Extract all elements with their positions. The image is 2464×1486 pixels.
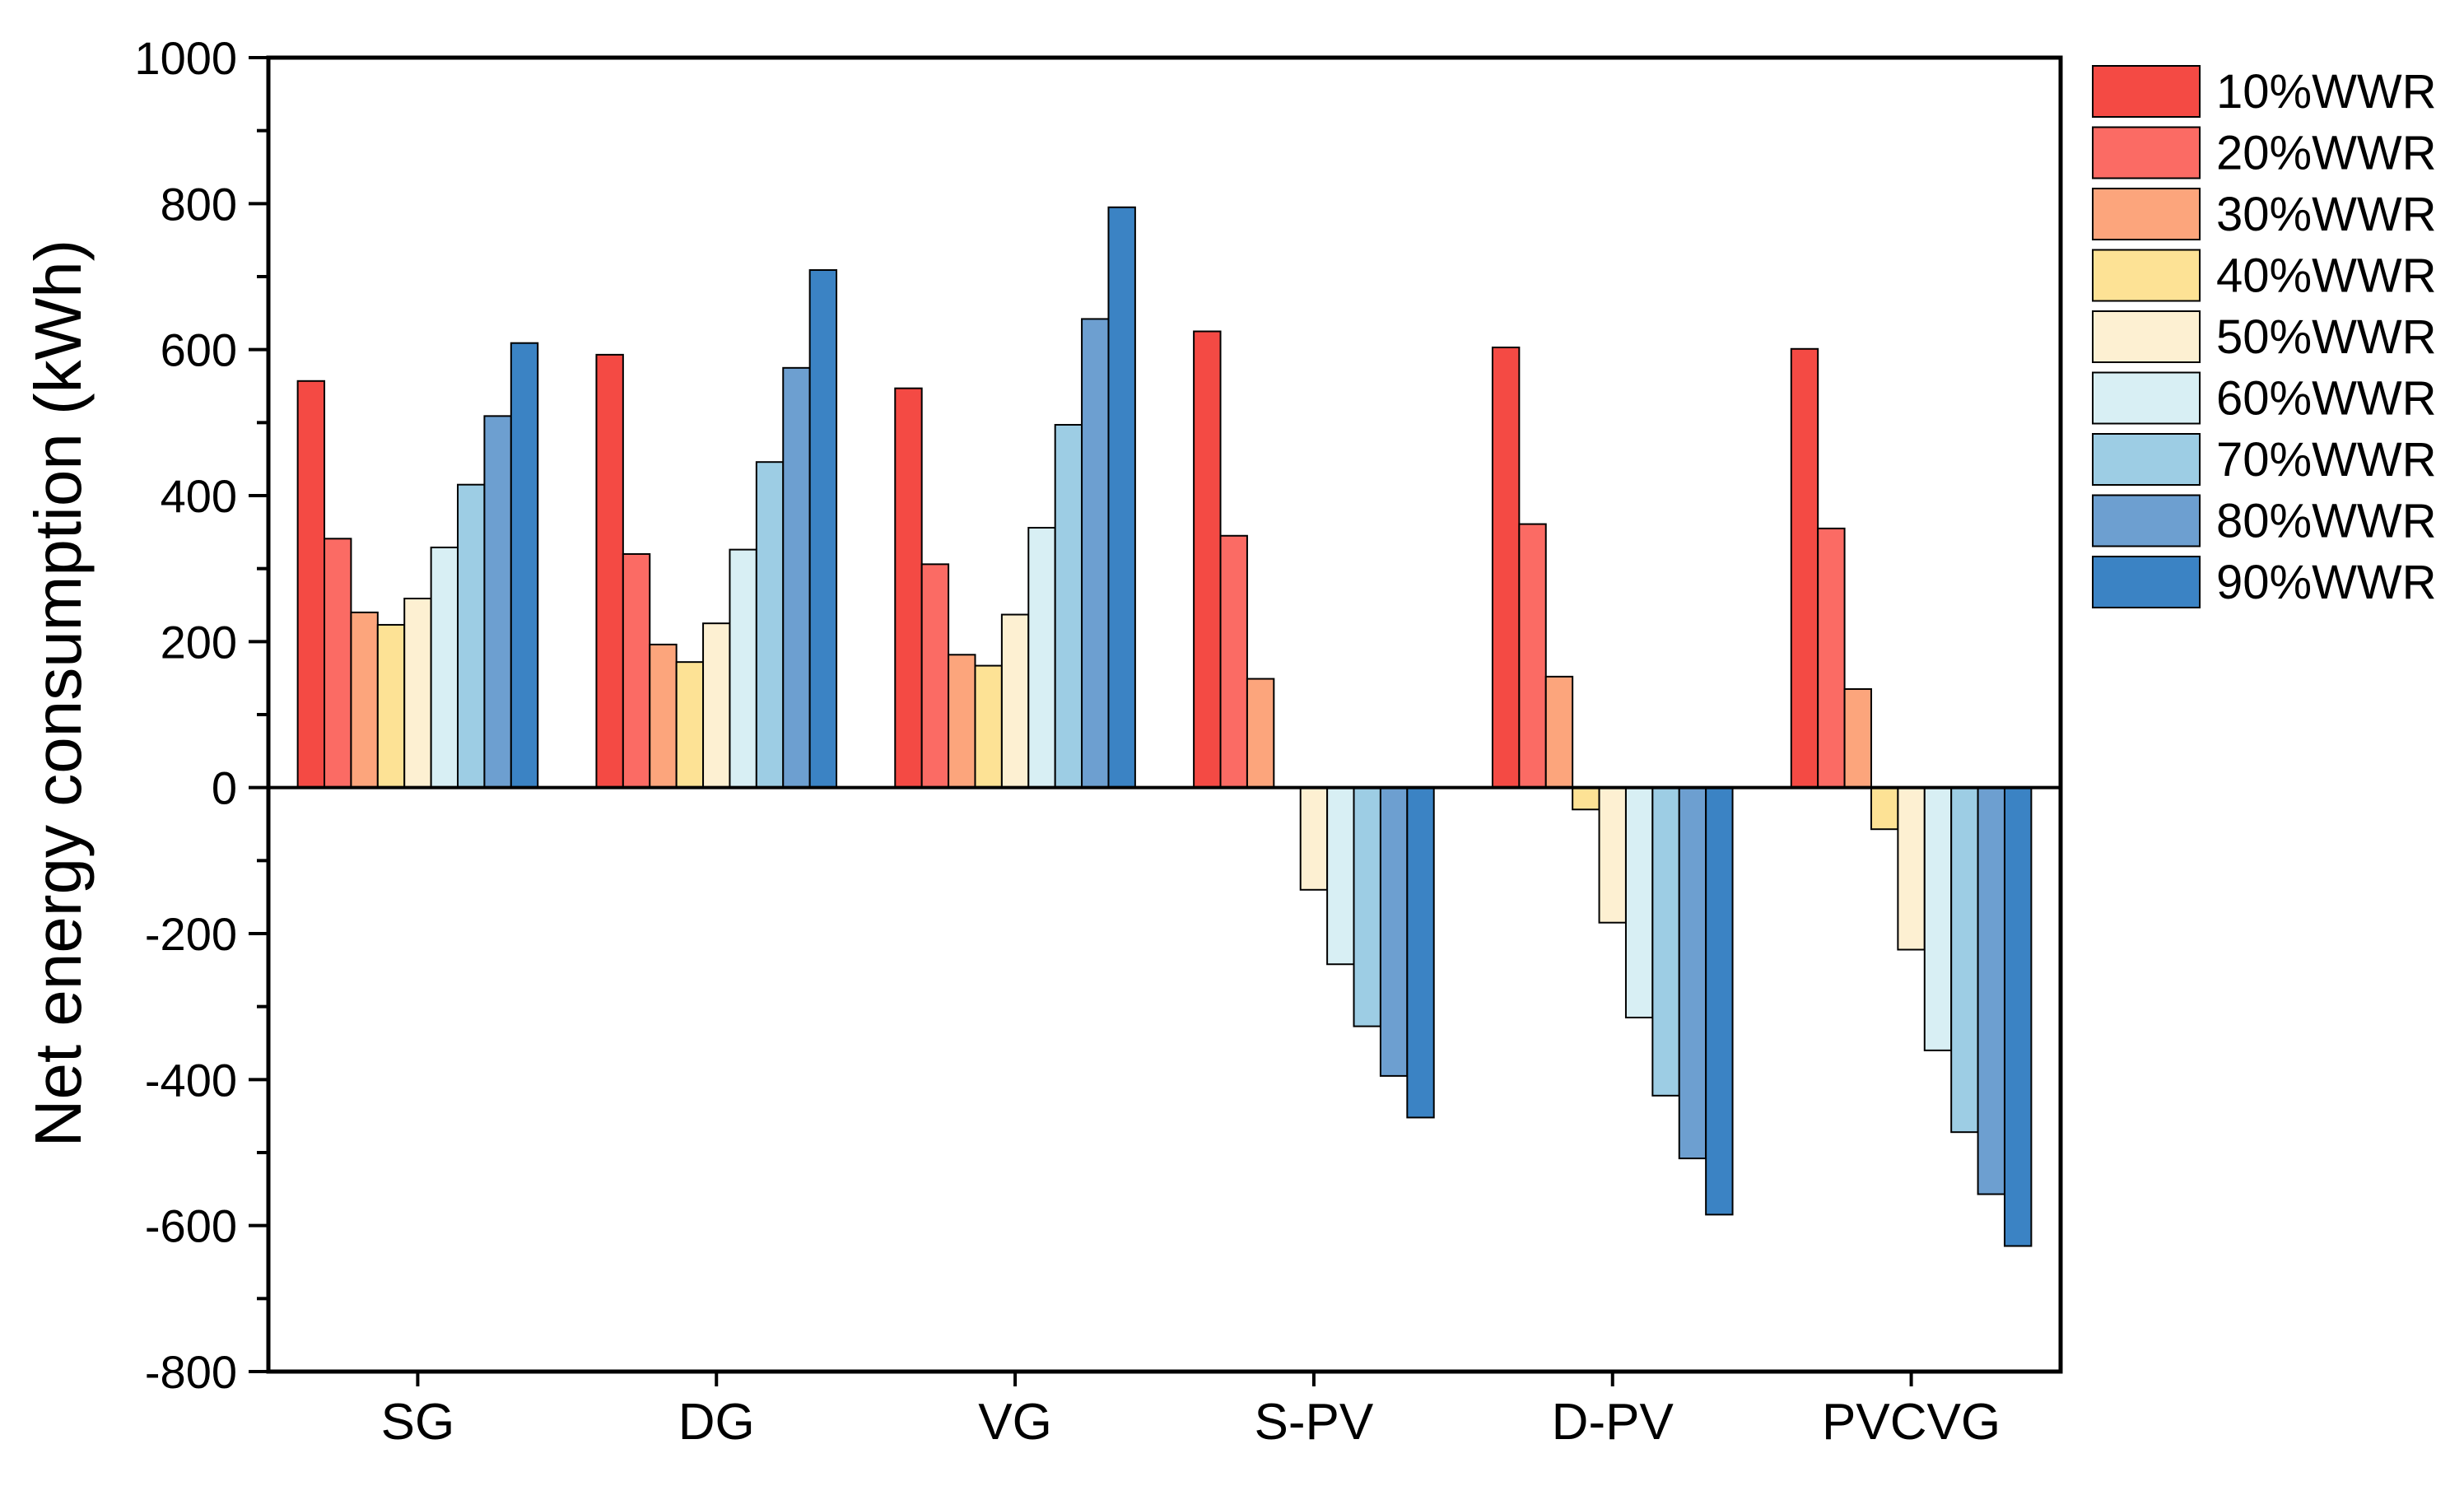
bar-sg-10pctwwr	[298, 381, 324, 788]
y-tick-label: 800	[161, 178, 237, 230]
bar-s-pv-80pctwwr	[1381, 788, 1407, 1076]
bar-sg-20pctwwr	[324, 538, 351, 787]
bar-s-pv-30pctwwr	[1247, 679, 1274, 788]
legend-label: 60%WWR	[2216, 372, 2436, 426]
legend-label: 40%WWR	[2216, 249, 2436, 303]
x-category-label: VG	[978, 1394, 1052, 1451]
bar-vg-90pctwwr	[1108, 207, 1134, 788]
bar-vg-20pctwwr	[922, 564, 948, 787]
bar-pvcvg-60pctwwr	[1925, 788, 1951, 1050]
bar-sg-30pctwwr	[351, 613, 377, 788]
bar-vg-50pctwwr	[1002, 615, 1028, 788]
bar-s-pv-70pctwwr	[1354, 788, 1381, 1027]
bar-dg-60pctwwr	[729, 550, 756, 788]
bar-sg-80pctwwr	[484, 416, 510, 787]
y-axis-title: Net energy consumption (kWh)	[21, 240, 95, 1148]
x-category-label: DG	[678, 1394, 755, 1451]
bar-s-pv-50pctwwr	[1301, 788, 1327, 890]
legend-label: 80%WWR	[2216, 495, 2436, 548]
bar-d-pv-80pctwwr	[1679, 788, 1706, 1158]
bar-sg-90pctwwr	[511, 343, 538, 788]
bar-dg-20pctwwr	[623, 554, 650, 788]
legend-label: 50%WWR	[2216, 310, 2436, 364]
bar-sg-50pctwwr	[404, 599, 431, 788]
x-category-label: D-PV	[1552, 1394, 1674, 1451]
bar-pvcvg-50pctwwr	[1898, 788, 1924, 950]
legend-swatch	[2093, 250, 2200, 301]
bar-d-pv-50pctwwr	[1600, 788, 1626, 923]
bar-dg-90pctwwr	[810, 270, 836, 788]
bar-sg-60pctwwr	[431, 547, 458, 788]
legend-swatch	[2093, 434, 2200, 485]
bar-s-pv-60pctwwr	[1327, 788, 1353, 965]
bar-pvcvg-90pctwwr	[2005, 788, 2031, 1246]
legend-label: 90%WWR	[2216, 556, 2436, 609]
legend-swatch	[2093, 128, 2200, 179]
y-tick-label: -200	[145, 908, 237, 960]
y-tick-label: -400	[145, 1054, 237, 1106]
bar-vg-70pctwwr	[1055, 425, 1082, 788]
legend-label: 10%WWR	[2216, 65, 2436, 119]
bar-dg-50pctwwr	[703, 623, 729, 788]
legend-label: 70%WWR	[2216, 433, 2436, 487]
legend-swatch	[2093, 557, 2200, 608]
bar-s-pv-20pctwwr	[1221, 536, 1247, 788]
bar-sg-70pctwwr	[458, 485, 484, 788]
bar-vg-60pctwwr	[1028, 528, 1055, 788]
y-tick-label: 1000	[134, 32, 237, 84]
legend-swatch	[2093, 311, 2200, 362]
bar-dg-80pctwwr	[783, 368, 809, 788]
bar-s-pv-10pctwwr	[1194, 332, 1220, 788]
legend-swatch	[2093, 373, 2200, 424]
bar-dg-40pctwwr	[677, 662, 703, 788]
y-tick-label: -600	[145, 1200, 237, 1252]
legend-label: 30%WWR	[2216, 188, 2436, 241]
bar-vg-80pctwwr	[1082, 319, 1108, 787]
bar-d-pv-70pctwwr	[1652, 788, 1679, 1096]
bar-d-pv-20pctwwr	[1519, 524, 1545, 788]
bar-dg-30pctwwr	[650, 645, 676, 788]
bar-pvcvg-40pctwwr	[1871, 788, 1898, 830]
legend-swatch	[2093, 189, 2200, 240]
bar-pvcvg-70pctwwr	[1951, 788, 1977, 1133]
bar-sg-40pctwwr	[378, 625, 404, 788]
x-category-label: PVCVG	[1822, 1394, 2001, 1451]
legend-swatch	[2093, 66, 2200, 117]
bar-d-pv-90pctwwr	[1706, 788, 1732, 1215]
bars-layer	[298, 207, 2032, 1246]
bar-d-pv-10pctwwr	[1493, 347, 1519, 788]
bar-vg-10pctwwr	[895, 389, 921, 788]
y-tick-label: 400	[161, 470, 237, 522]
y-tick-label: 200	[161, 616, 237, 668]
legend-layer: 10%WWR 20%WWR 30%WWR 40%WWR 50%WWR 60%WWR 70%W…	[2093, 65, 2436, 609]
bar-d-pv-30pctwwr	[1546, 677, 1572, 788]
bar-vg-30pctwwr	[948, 654, 975, 787]
y-tick-label: 0	[212, 762, 237, 814]
bar-s-pv-90pctwwr	[1407, 788, 1433, 1118]
bar-pvcvg-10pctwwr	[1791, 349, 1818, 788]
bar-dg-70pctwwr	[757, 462, 783, 787]
bar-dg-10pctwwr	[596, 355, 622, 788]
legend-label: 20%WWR	[2216, 127, 2436, 180]
y-tick-label: -800	[145, 1346, 237, 1398]
bar-pvcvg-80pctwwr	[1978, 788, 2005, 1195]
y-tick-label: 600	[161, 324, 237, 376]
bar-d-pv-40pctwwr	[1572, 788, 1599, 810]
bar-vg-40pctwwr	[975, 666, 1001, 788]
x-category-label: S-PV	[1255, 1394, 1374, 1451]
x-category-label: SG	[381, 1394, 455, 1451]
legend-swatch	[2093, 496, 2200, 547]
bar-d-pv-60pctwwr	[1626, 788, 1652, 1018]
bar-pvcvg-20pctwwr	[1818, 529, 1844, 788]
bar-pvcvg-30pctwwr	[1845, 689, 1871, 788]
